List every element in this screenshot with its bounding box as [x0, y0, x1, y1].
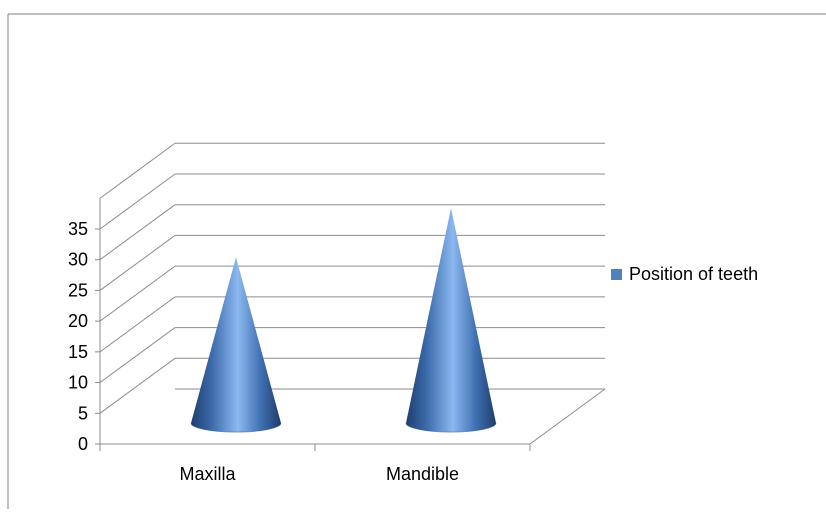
- y-tick-label: 15: [68, 342, 88, 362]
- cone-bar-maxilla: [190, 257, 282, 433]
- floor-edge: [529, 388, 606, 445]
- side-gridline: [99, 296, 176, 353]
- cone-body: [406, 208, 496, 433]
- cone-base-edge: [405, 423, 497, 433]
- y-tick-label: 10: [68, 373, 88, 393]
- side-gridline: [99, 173, 176, 230]
- side-gridline: [99, 357, 176, 414]
- y-tick-label: 0: [78, 434, 88, 454]
- side-gridline: [99, 327, 176, 383]
- y-tick-label: 20: [68, 311, 88, 331]
- x-category-label: Maxilla: [179, 464, 236, 484]
- legend-swatch: [611, 269, 622, 280]
- side-gridline: [99, 204, 176, 261]
- x-category-label: Mandible: [386, 464, 459, 484]
- y-tick-label: 30: [68, 250, 88, 270]
- y-tick-label: 35: [68, 219, 88, 239]
- side-gridline: [99, 235, 176, 291]
- cone-bar-mandible: [405, 208, 497, 433]
- legend-label: Position of teeth: [629, 264, 758, 284]
- y-tick-label: 25: [68, 280, 88, 300]
- axis-layer: 0 5 10 15 20 25 30 35 Maxilla Mandible: [68, 198, 531, 484]
- y-tick-label: 5: [78, 403, 88, 423]
- grid-layer: [99, 142, 606, 445]
- bars-layer: [190, 208, 497, 433]
- legend: Position of teeth: [611, 264, 758, 284]
- side-gridline: [99, 265, 176, 322]
- cone-body: [191, 257, 281, 433]
- cone-base-edge: [190, 423, 282, 433]
- side-gridline: [99, 142, 176, 199]
